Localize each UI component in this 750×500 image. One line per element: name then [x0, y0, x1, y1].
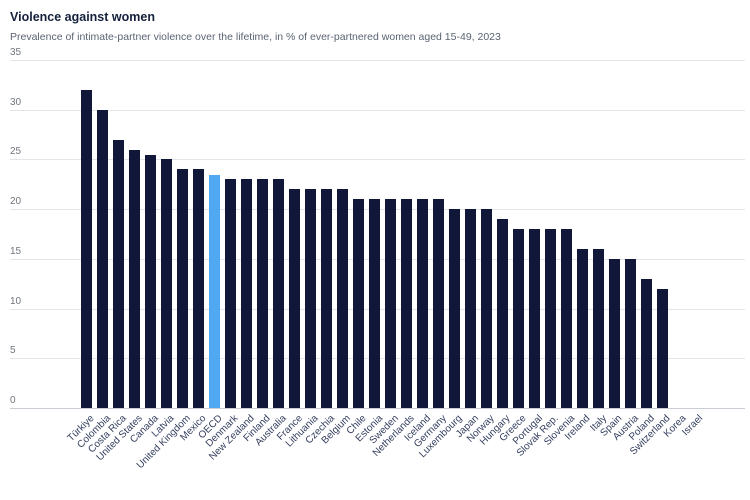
bar — [336, 189, 348, 408]
bar-oecd-highlight — [208, 175, 220, 408]
y-axis-tick-label: 0 — [10, 395, 16, 406]
y-axis-tick-label: 35 — [10, 47, 22, 58]
bar — [128, 149, 140, 408]
bar — [640, 278, 652, 408]
bar — [608, 258, 620, 408]
bar — [624, 258, 636, 408]
bar — [544, 229, 556, 408]
chart-subtitle: Prevalence of intimate-partner violence … — [10, 31, 501, 43]
bar — [528, 229, 540, 408]
bar — [448, 209, 460, 408]
bar — [352, 199, 364, 408]
y-axis-tick-label: 30 — [10, 96, 22, 108]
gridline-30 — [10, 109, 745, 111]
bar — [656, 288, 668, 408]
bar — [256, 179, 268, 408]
y-axis-tick-label: 20 — [10, 196, 22, 208]
bar — [272, 179, 284, 408]
bar — [432, 199, 444, 408]
gridline-35 — [10, 60, 745, 61]
bar — [480, 209, 492, 408]
bar — [320, 189, 332, 408]
bar — [416, 199, 428, 408]
bar — [288, 189, 300, 408]
chart-title: Violence against women — [10, 10, 155, 24]
bar — [224, 179, 236, 408]
bar — [592, 248, 604, 408]
bar — [560, 229, 572, 408]
y-axis-tick-label: 5 — [10, 345, 16, 357]
bar — [80, 89, 92, 408]
bar — [464, 209, 476, 408]
bar — [576, 248, 588, 408]
bar — [368, 199, 380, 408]
bar — [144, 154, 156, 408]
gridline-25 — [10, 159, 745, 161]
bar — [496, 219, 508, 408]
bar — [240, 179, 252, 408]
bar — [160, 159, 172, 408]
bar — [400, 199, 412, 408]
y-axis-tick-label: 25 — [10, 146, 22, 158]
y-axis-tick-label: 10 — [10, 295, 22, 307]
gridline-0 — [10, 408, 745, 409]
bar — [512, 229, 524, 408]
bar — [192, 169, 204, 408]
bar — [304, 189, 316, 408]
bar — [112, 139, 124, 408]
bar — [176, 169, 188, 408]
y-axis-tick-label: 15 — [10, 245, 22, 257]
bar — [384, 199, 396, 408]
bar — [96, 109, 108, 408]
